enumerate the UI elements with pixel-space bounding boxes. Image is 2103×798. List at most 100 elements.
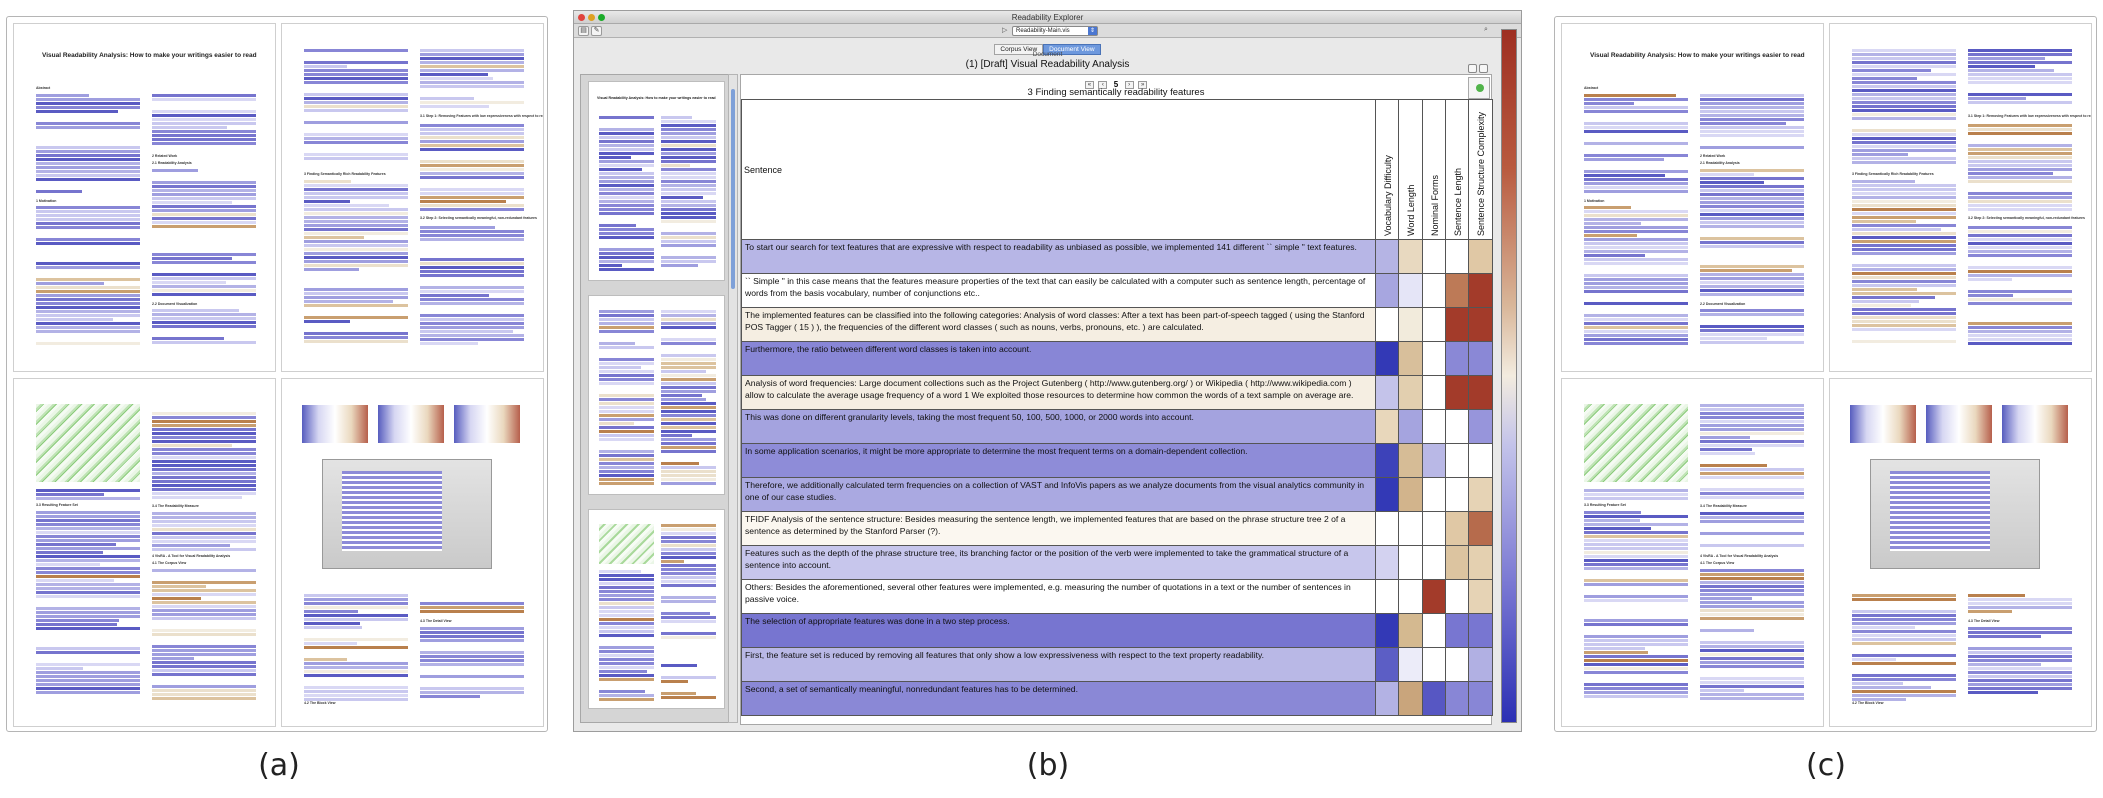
run-analysis-button[interactable] <box>1468 77 1490 99</box>
close-window-icon[interactable] <box>578 14 585 21</box>
feature-cell[interactable] <box>1398 375 1423 410</box>
sentence-text[interactable]: TFIDF Analysis of the sentence structure… <box>741 511 1376 546</box>
feature-cell[interactable] <box>1421 307 1447 342</box>
feature-cell[interactable] <box>1468 375 1493 410</box>
refresh-icon[interactable] <box>1479 64 1488 73</box>
feature-cell[interactable] <box>1421 239 1447 274</box>
sentence-text[interactable]: Second, a set of semantically meaningful… <box>741 681 1376 716</box>
feature-cell[interactable] <box>1421 443 1447 478</box>
feature-cell[interactable] <box>1421 273 1447 308</box>
sentence-row[interactable]: TFIDF Analysis of the sentence structure… <box>741 511 1493 546</box>
sentence-text[interactable]: `` Simple " in this case means that the … <box>741 273 1376 308</box>
feature-cell[interactable] <box>1374 579 1400 614</box>
feature-cell[interactable] <box>1468 273 1493 308</box>
feature-cell[interactable] <box>1468 341 1493 376</box>
feature-header-nominal-forms[interactable]: Nominal Forms <box>1421 99 1447 240</box>
feature-cell[interactable] <box>1374 307 1400 342</box>
feature-cell[interactable] <box>1421 647 1447 682</box>
feature-cell[interactable] <box>1444 341 1470 376</box>
feature-cell[interactable] <box>1468 579 1493 614</box>
feature-cell[interactable] <box>1374 273 1400 308</box>
feature-cell[interactable] <box>1374 409 1400 444</box>
feature-cell[interactable] <box>1444 545 1470 580</box>
scrollbar-thumb[interactable] <box>731 89 735 289</box>
feature-cell[interactable] <box>1444 307 1470 342</box>
feature-cell[interactable] <box>1468 511 1493 546</box>
sentence-text[interactable]: First, the feature set is reduced by rem… <box>741 647 1376 682</box>
feature-cell[interactable] <box>1444 647 1470 682</box>
feature-cell[interactable] <box>1421 409 1447 444</box>
feature-header-sentence-length[interactable]: Sentence Length <box>1444 99 1470 240</box>
sentence-row[interactable]: This was done on different granularity l… <box>741 409 1493 444</box>
feature-cell[interactable] <box>1444 681 1470 716</box>
last-page-button[interactable]: » <box>1138 80 1148 89</box>
sentence-row[interactable]: The selection of appropriate features wa… <box>741 613 1493 648</box>
feature-cell[interactable] <box>1398 613 1423 648</box>
feature-cell[interactable] <box>1374 443 1400 478</box>
feature-cell[interactable] <box>1374 239 1400 274</box>
feature-cell[interactable] <box>1468 647 1493 682</box>
export-icon[interactable] <box>1468 64 1477 73</box>
sentence-row[interactable]: `` Simple " in this case means that the … <box>741 273 1493 308</box>
file-select[interactable]: Readability-Main.vis ⇕ <box>1012 26 1098 36</box>
feature-cell[interactable] <box>1421 579 1447 614</box>
feature-cell[interactable] <box>1398 273 1423 308</box>
feature-cell[interactable] <box>1444 443 1470 478</box>
feature-cell[interactable] <box>1468 613 1493 648</box>
sentence-row[interactable]: In some application scenarios, it might … <box>741 443 1493 478</box>
feature-cell[interactable] <box>1398 341 1423 376</box>
sentence-row[interactable]: Therefore, we additionally calculated te… <box>741 477 1493 512</box>
feature-cell[interactable] <box>1398 511 1423 546</box>
sentence-row[interactable]: Others: Besides the aforementioned, seve… <box>741 579 1493 614</box>
sentence-row[interactable]: Second, a set of semantically meaningful… <box>741 681 1493 716</box>
sentence-row[interactable]: To start our search for text features th… <box>741 239 1493 274</box>
feature-header-word-length[interactable]: Word Length <box>1398 99 1423 240</box>
feature-cell[interactable] <box>1398 239 1423 274</box>
feature-header-sentence-structure-complexity[interactable]: Sentence Structure Complexity <box>1468 99 1493 240</box>
zoom-window-icon[interactable] <box>598 14 605 21</box>
tools-button[interactable]: ✎ <box>591 26 602 36</box>
feature-cell[interactable] <box>1468 443 1493 478</box>
sentence-text[interactable]: The selection of appropriate features wa… <box>741 613 1376 648</box>
search-icon[interactable]: ⌕ <box>1484 26 1488 33</box>
sentence-text[interactable]: Analysis of word frequencies: Large docu… <box>741 375 1376 410</box>
sentence-row[interactable]: Analysis of word frequencies: Large docu… <box>741 375 1493 410</box>
feature-cell[interactable] <box>1421 613 1447 648</box>
thumbnail-scrollbar[interactable] <box>728 74 738 723</box>
feature-cell[interactable] <box>1468 409 1493 444</box>
sentence-row[interactable]: Furthermore, the ratio between different… <box>741 341 1493 376</box>
feature-cell[interactable] <box>1468 239 1493 274</box>
sentence-row[interactable]: Features such as the depth of the phrase… <box>741 545 1493 580</box>
sentence-text[interactable]: Features such as the depth of the phrase… <box>741 545 1376 580</box>
minimize-window-icon[interactable] <box>588 14 595 21</box>
feature-cell[interactable] <box>1421 375 1447 410</box>
feature-cell[interactable] <box>1398 477 1423 512</box>
feature-cell[interactable] <box>1398 545 1423 580</box>
feature-cell[interactable] <box>1398 307 1423 342</box>
feature-cell[interactable] <box>1398 443 1423 478</box>
feature-cell[interactable] <box>1398 409 1423 444</box>
feature-cell[interactable] <box>1421 341 1447 376</box>
feature-header-vocabulary-difficulty[interactable]: Vocabulary Difficulty <box>1374 99 1400 240</box>
feature-cell[interactable] <box>1374 613 1400 648</box>
feature-cell[interactable] <box>1444 511 1470 546</box>
feature-cell[interactable] <box>1398 647 1423 682</box>
sentence-row[interactable]: The implemented features can be classifi… <box>741 307 1493 342</box>
sentence-column-header[interactable]: Sentence <box>741 99 1376 240</box>
open-folder-button[interactable]: ▤ <box>578 26 589 36</box>
feature-cell[interactable] <box>1374 477 1400 512</box>
feature-cell[interactable] <box>1398 579 1423 614</box>
sentence-text[interactable]: This was done on different granularity l… <box>741 409 1376 444</box>
feature-cell[interactable] <box>1444 273 1470 308</box>
tab-document-view[interactable]: Document View <box>1043 44 1101 55</box>
sentence-text[interactable]: Therefore, we additionally calculated te… <box>741 477 1376 512</box>
feature-cell[interactable] <box>1444 239 1470 274</box>
feature-cell[interactable] <box>1374 647 1400 682</box>
feature-cell[interactable] <box>1444 375 1470 410</box>
sentence-row[interactable]: First, the feature set is reduced by rem… <box>741 647 1493 682</box>
feature-cell[interactable] <box>1468 307 1493 342</box>
sentence-text[interactable]: In some application scenarios, it might … <box>741 443 1376 478</box>
sentence-text[interactable]: To start our search for text features th… <box>741 239 1376 274</box>
feature-cell[interactable] <box>1468 545 1493 580</box>
feature-cell[interactable] <box>1374 375 1400 410</box>
